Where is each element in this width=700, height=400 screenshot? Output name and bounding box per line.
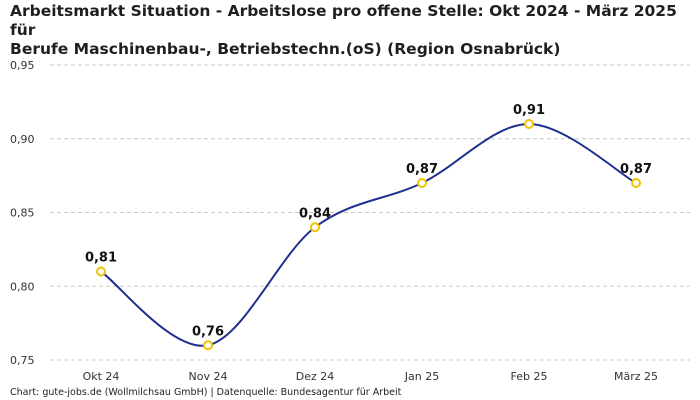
chart-title-line-1: Arbeitsmarkt Situation - Arbeitslose pro… (10, 2, 677, 39)
data-label: 0,91 (513, 103, 545, 118)
y-axis: 0,75 0,80 0,85 0,90 0,95 (10, 59, 35, 367)
data-label: 0,76 (192, 324, 224, 339)
data-label: 0,81 (85, 251, 117, 266)
data-point (417, 178, 427, 188)
data-point (524, 119, 534, 129)
y-tick-label: 0,85 (10, 207, 35, 220)
x-tick-label: Okt 24 (83, 370, 120, 383)
chart-title-line-2: Berufe Maschinenbau-, Betriebstechn.(oS)… (10, 40, 561, 58)
y-tick-label: 0,80 (10, 280, 35, 293)
data-label: 0,84 (299, 206, 331, 221)
x-tick-label: Nov 24 (189, 370, 228, 383)
x-tick-label: Feb 25 (511, 370, 548, 383)
data-labels: 0,81 0,76 0,84 0,87 0,91 0,87 (85, 103, 652, 339)
data-series (96, 119, 641, 351)
gridlines (50, 64, 690, 361)
data-label: 0,87 (406, 162, 438, 177)
data-point (203, 340, 213, 351)
x-tick-label: Jan 25 (404, 370, 439, 383)
y-tick-label: 0,95 (10, 59, 35, 72)
data-point (310, 222, 320, 233)
y-tick-label: 0,90 (10, 133, 35, 146)
series-line (100, 122, 637, 347)
data-point (96, 266, 106, 277)
x-tick-label: März 25 (614, 370, 658, 383)
x-tick-label: Dez 24 (296, 370, 335, 383)
y-tick-label: 0,75 (10, 354, 35, 367)
source-footer: Chart: gute-jobs.de (Wollmilchsau GmbH) … (10, 387, 402, 398)
x-axis: Okt 24 Nov 24 Dez 24 Jan 25 Feb 25 März 25 (83, 370, 658, 383)
data-label: 0,87 (620, 162, 652, 177)
data-point (631, 178, 641, 188)
chart-title: Arbeitsmarkt Situation - Arbeitslose pro… (10, 2, 690, 59)
